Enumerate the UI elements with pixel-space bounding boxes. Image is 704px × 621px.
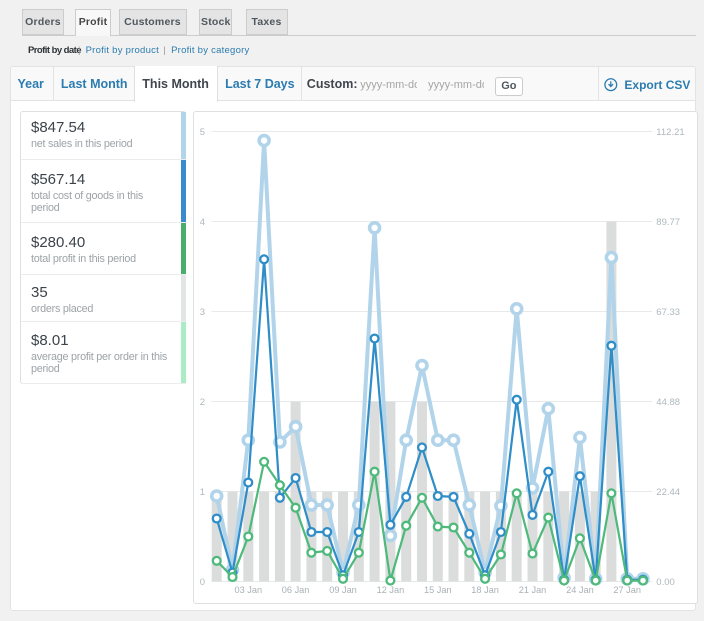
svg-text:112.21: 112.21 bbox=[656, 127, 684, 138]
svg-text:1: 1 bbox=[199, 487, 204, 498]
svg-text:0: 0 bbox=[199, 577, 204, 588]
svg-text:4: 4 bbox=[199, 217, 204, 228]
svg-text:0.00: 0.00 bbox=[656, 577, 675, 588]
svg-text:44.88: 44.88 bbox=[656, 397, 680, 408]
svg-text:2: 2 bbox=[199, 397, 204, 408]
svg-text:24 Jan: 24 Jan bbox=[566, 585, 594, 595]
svg-text:06 Jan: 06 Jan bbox=[281, 585, 309, 595]
svg-text:67.33: 67.33 bbox=[656, 307, 680, 318]
svg-text:03 Jan: 03 Jan bbox=[234, 585, 262, 595]
svg-text:22.44: 22.44 bbox=[656, 487, 680, 498]
svg-text:09 Jan: 09 Jan bbox=[329, 585, 357, 595]
svg-text:12 Jan: 12 Jan bbox=[376, 585, 404, 595]
svg-text:18 Jan: 18 Jan bbox=[471, 585, 499, 595]
svg-text:5: 5 bbox=[199, 127, 204, 138]
svg-text:89.77: 89.77 bbox=[656, 217, 680, 228]
svg-text:15 Jan: 15 Jan bbox=[424, 585, 452, 595]
svg-text:21 Jan: 21 Jan bbox=[518, 585, 546, 595]
svg-text:3: 3 bbox=[199, 307, 204, 318]
svg-text:27 Jan: 27 Jan bbox=[613, 585, 641, 595]
